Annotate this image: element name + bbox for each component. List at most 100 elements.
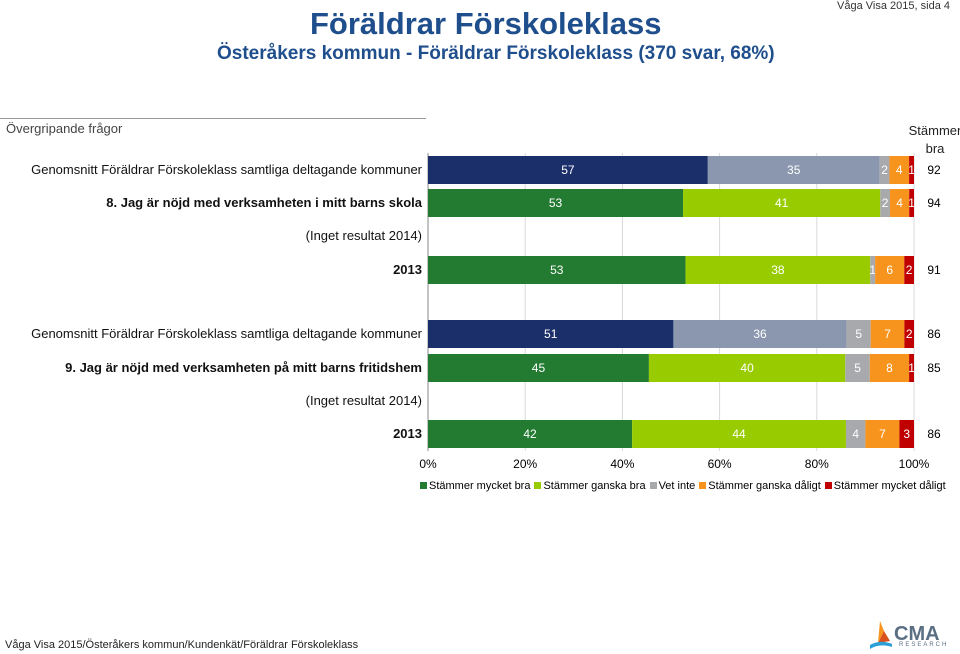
legend-item: Stämmer mycket dåligt (824, 480, 946, 492)
bar-segment (880, 189, 890, 217)
bar-segment (845, 354, 870, 382)
legend-item: Stämmer ganska bra (534, 480, 646, 492)
bar-segment (870, 256, 876, 284)
section-divider (0, 118, 426, 119)
page-subtitle: Österåkers kommun - Föräldrar Förskolekl… (217, 43, 775, 64)
bar-segment (632, 420, 846, 448)
bar-segment (875, 256, 905, 284)
footer-text: Våga Visa 2015/Österåkers kommun/Kundenk… (5, 639, 359, 651)
x-tick-label: 40% (610, 457, 634, 471)
data-label: 2 (882, 196, 889, 210)
data-label: 3 (903, 427, 910, 441)
bar-segment (707, 156, 880, 184)
data-label: 7 (884, 327, 891, 341)
row-label: Genomsnitt Föräldrar Förskoleklass samtl… (31, 326, 422, 341)
bar-segment (673, 320, 847, 348)
bar-segment (889, 156, 910, 184)
bar-segment (648, 354, 846, 382)
bar-segment (889, 189, 910, 217)
column-header-stammer-bra: Stämmer bra (908, 123, 960, 156)
bar-segment (685, 256, 871, 284)
legend-swatch (699, 482, 707, 489)
data-label: 2 (906, 263, 913, 277)
stammer-bra-value: 91 (927, 263, 941, 277)
bar-segment (870, 320, 905, 348)
data-label: 57 (561, 163, 575, 177)
x-tick-label: 100% (899, 457, 930, 471)
bar-segment (428, 189, 684, 217)
cma-logo: CMA RESEARCH (868, 619, 950, 651)
bar-segment (865, 420, 900, 448)
data-label: 53 (550, 263, 564, 277)
bar-segment (428, 354, 649, 382)
bar-segment (683, 189, 881, 217)
section-title: Övergripande frågor (6, 121, 123, 136)
legend-item: Stämmer ganska dåligt (699, 480, 821, 492)
x-tick-label: 80% (805, 457, 829, 471)
data-label: 2 (881, 163, 888, 177)
row-label: 9. Jag är nöjd med verksamheten på mitt … (65, 360, 422, 375)
data-label: 51 (544, 327, 558, 341)
data-label: 4 (896, 163, 903, 177)
page-title: Föräldrar Förskoleklass (310, 6, 662, 41)
x-tick-label: 20% (513, 457, 537, 471)
data-label: 42 (523, 427, 537, 441)
row-label: (Inget resultat 2014) (305, 393, 422, 408)
page-info: Våga Visa 2015, sida 4 (837, 0, 950, 12)
x-tick-label: 0% (419, 457, 437, 471)
data-label: 5 (855, 327, 862, 341)
legend-swatch (534, 482, 542, 489)
chart-legend: Stämmer mycket bra Stämmer ganska bra Vet … (420, 480, 950, 492)
data-label: 38 (771, 263, 785, 277)
bar-segment (428, 320, 674, 348)
legend-label: Stämmer mycket bra (429, 480, 531, 492)
stammer-bra-value: 86 (927, 427, 941, 441)
bar-segment (904, 256, 914, 284)
bar-segment (428, 256, 686, 284)
data-label: 4 (852, 427, 859, 441)
stammer-bra-value: 94 (927, 196, 941, 210)
legend-label: Stämmer ganska bra (543, 480, 646, 492)
bar-segment (909, 156, 914, 184)
data-label: 36 (753, 327, 767, 341)
legend-label: Stämmer ganska dåligt (708, 480, 821, 492)
legend-item: Stämmer mycket bra (420, 480, 530, 492)
bar-segment (869, 354, 910, 382)
bar-segment (904, 320, 914, 348)
data-label: 4 (896, 196, 903, 210)
stammer-bra-value: 85 (927, 361, 941, 375)
data-label: 7 (879, 427, 886, 441)
data-label: 44 (732, 427, 746, 441)
data-label: 1 (869, 263, 876, 277)
stammer-bra-value: 86 (927, 327, 941, 341)
bar-segment (909, 189, 914, 217)
cma-logo-mark-icon (870, 621, 892, 649)
bar-segment (879, 156, 890, 184)
logo-sub: RESEARCH (899, 642, 949, 648)
data-label: 2 (906, 327, 913, 341)
data-label: 1 (908, 361, 915, 375)
legend-label: Stämmer mycket dåligt (833, 480, 946, 492)
data-label: 35 (787, 163, 801, 177)
row-label: Genomsnitt Föräldrar Förskoleklass samtl… (31, 162, 422, 177)
legend-swatch (824, 482, 832, 489)
stammer-bra-value: 92 (927, 163, 941, 177)
row-label: (Inget resultat 2014) (305, 228, 422, 243)
data-label: 8 (886, 361, 893, 375)
data-label: 40 (740, 361, 754, 375)
legend-swatch (420, 482, 427, 489)
data-label: 6 (886, 263, 893, 277)
data-label: 53 (549, 196, 563, 210)
legend-item: Vet inte (649, 480, 696, 492)
logo-name: CMA (894, 623, 940, 645)
data-label: 1 (908, 196, 915, 210)
legend-swatch (649, 482, 657, 489)
legend-label: Vet inte (658, 480, 696, 492)
data-label: 41 (775, 196, 789, 210)
bar-segment (846, 320, 871, 348)
row-label: 2013 (393, 262, 422, 277)
bar-segment (428, 156, 708, 184)
bar-segment (909, 354, 914, 382)
data-label: 5 (854, 361, 861, 375)
